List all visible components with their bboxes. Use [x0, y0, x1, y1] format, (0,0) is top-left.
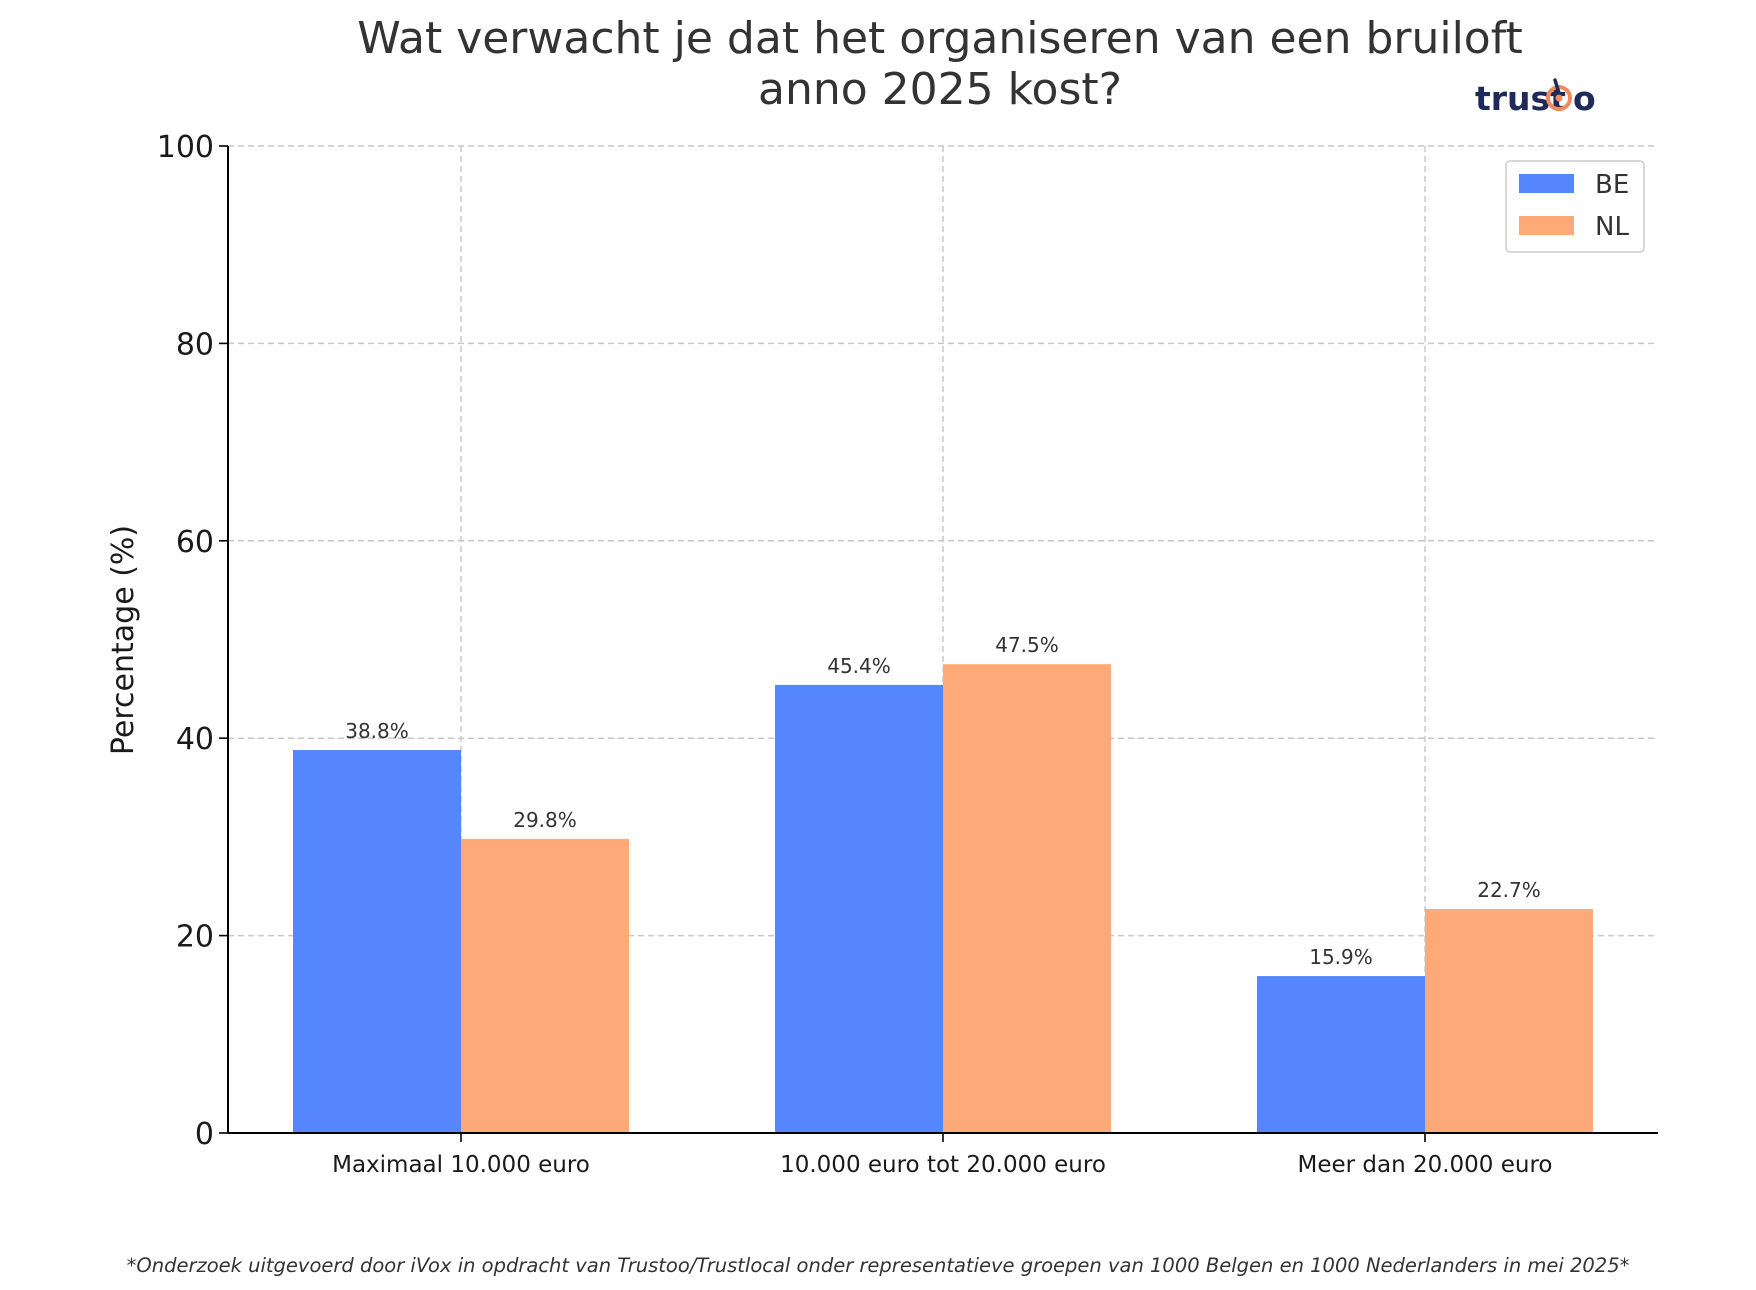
x-tick-label: Maximaal 10.000 euro: [332, 1152, 590, 1178]
bar-be-1: [775, 684, 943, 1133]
y-tick-label: 0: [195, 1117, 214, 1152]
labels: 0 20 40 60 80 100 38.8% 45.4% 15.9% 29.8% 47.5% 22.…: [157, 130, 1553, 1178]
chart-title-line-2: anno 2025 kost?: [758, 64, 1122, 115]
y-tick-label: 40: [176, 722, 214, 757]
legend: BE NL: [1505, 160, 1645, 253]
y-tick-label: 60: [176, 525, 214, 560]
data-label-be-0: 38.8%: [345, 719, 409, 743]
x-tick-label: 10.000 euro tot 20.000 euro: [780, 1152, 1106, 1178]
footnote: *Onderzoek uitgevoerd door iVox in opdra…: [127, 1254, 1630, 1277]
data-label-nl-1: 47.5%: [995, 633, 1059, 657]
legend-label-nl: NL: [1595, 212, 1629, 242]
y-tick-label: 80: [176, 327, 214, 362]
data-label-nl-2: 22.7%: [1477, 878, 1541, 902]
logo-target-center: [1555, 94, 1563, 102]
bar-be-0: [293, 750, 461, 1133]
y-tick-label: 100: [157, 130, 214, 165]
bar-nl-1: [943, 664, 1111, 1133]
data-label-be-2: 15.9%: [1309, 945, 1373, 969]
legend-label-be: BE: [1595, 170, 1629, 200]
x-tick-label: Meer dan 20.000 euro: [1297, 1152, 1552, 1178]
legend-swatch-be: [1519, 174, 1574, 193]
y-tick-label: 20: [176, 920, 214, 955]
data-label-nl-0: 29.8%: [513, 808, 577, 832]
logo-text-main: trust: [1475, 79, 1566, 118]
logo-text-end: o: [1573, 79, 1596, 118]
legend-swatch-nl: [1519, 216, 1574, 235]
bars: [293, 664, 1593, 1133]
data-label-be-1: 45.4%: [827, 654, 891, 678]
y-axis-label: Percentage (%): [106, 525, 141, 755]
logo-arrow-icon: [1553, 78, 1561, 95]
bar-nl-0: [461, 838, 629, 1133]
bar-be-2: [1257, 976, 1425, 1133]
trustoo-logo: trust o: [1475, 78, 1596, 118]
logo-target-icon: [1546, 85, 1572, 111]
axes: [219, 145, 1658, 1142]
chart-title-line-1: Wat verwacht je dat het organiseren van …: [357, 13, 1522, 64]
bar-nl-2: [1425, 908, 1593, 1133]
